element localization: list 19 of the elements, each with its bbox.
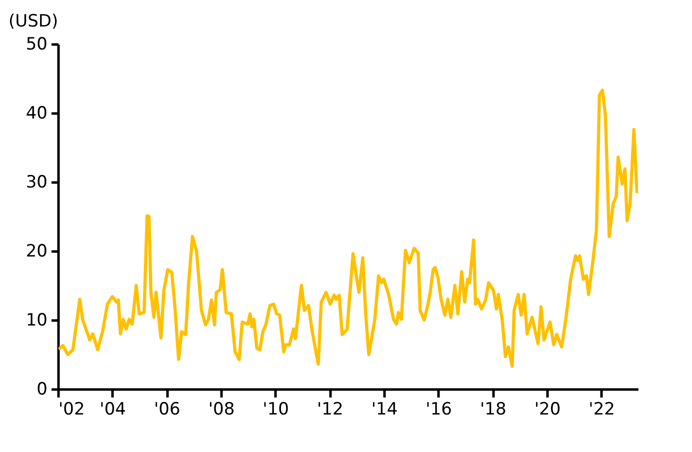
y-axis-title: (USD)	[8, 12, 58, 32]
line-series	[58, 88, 638, 368]
x-tick-label: '18	[480, 400, 506, 420]
y-tick-label: 40	[26, 104, 48, 124]
x-tick-label: '02	[58, 400, 85, 420]
x-tick-label: '04	[100, 400, 126, 420]
y-tick-label: 30	[26, 172, 48, 192]
x-tick-label: '06	[154, 400, 180, 420]
x-tick-label: '12	[317, 400, 344, 420]
x-tick-label: '20	[534, 400, 561, 420]
x-tick-label: '10	[262, 400, 289, 420]
y-tick-label: 20	[26, 242, 48, 262]
x-tick-label: '08	[208, 400, 235, 420]
y-tick-label: 0	[36, 380, 48, 400]
y-tick-label: 50	[26, 34, 48, 54]
x-tick-label: '16	[426, 400, 452, 420]
y-tick-label: 10	[26, 310, 48, 330]
x-tick-label: '22	[588, 400, 615, 420]
x-tick-label: '14	[371, 400, 398, 420]
